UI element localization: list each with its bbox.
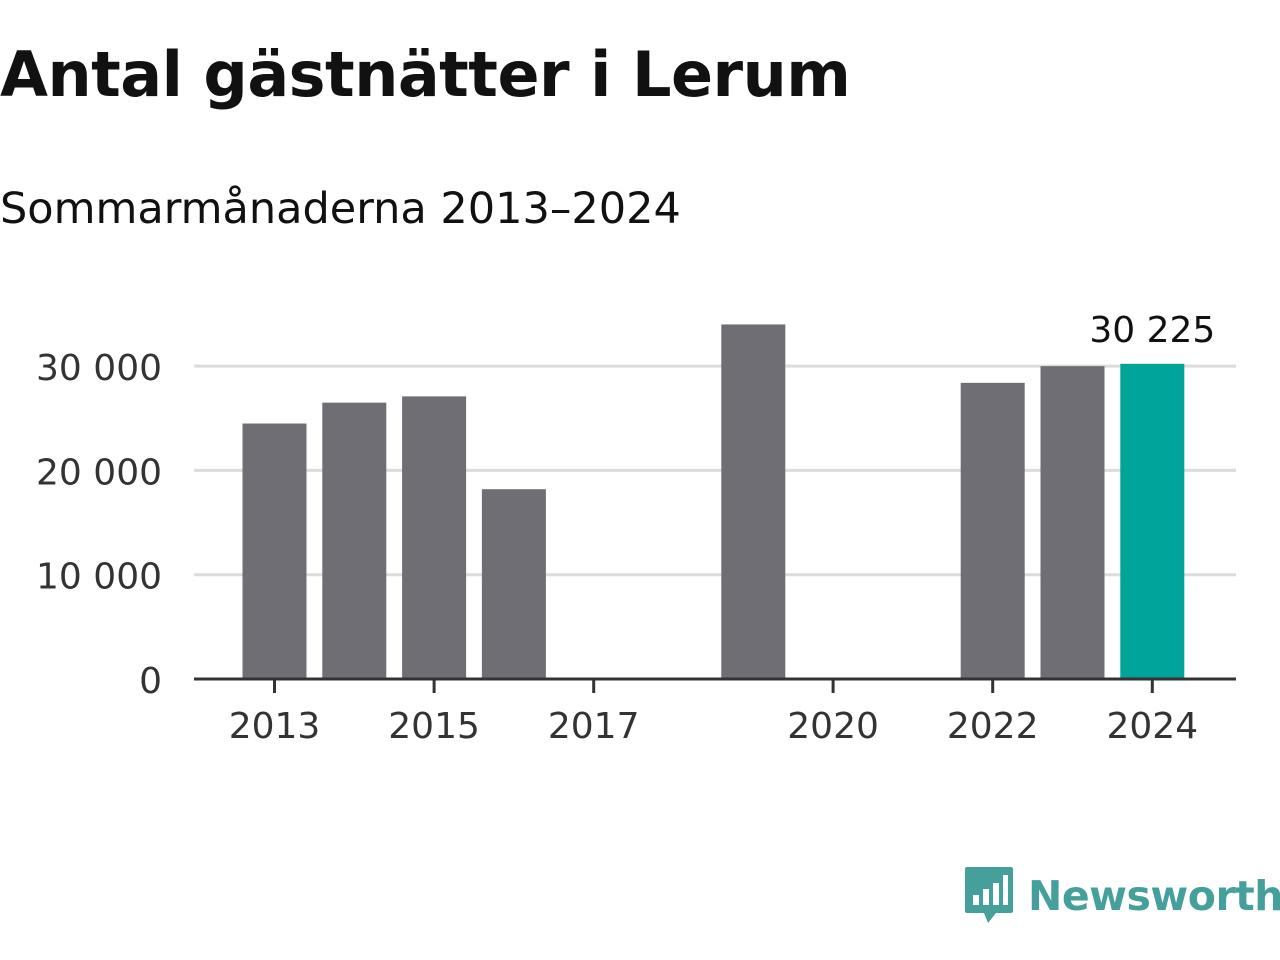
bars <box>242 324 1185 679</box>
newsworthy-logo-icon <box>965 867 1013 923</box>
x-tick-label: 2022 <box>947 706 1039 747</box>
chart-subtitle: Sommarmånaderna 2013–2024 <box>0 184 681 234</box>
data-label: 30 225 <box>1089 310 1215 351</box>
x-tick-label: 2015 <box>388 706 480 747</box>
y-tick-label: 30 000 <box>36 348 162 389</box>
bar <box>402 396 467 679</box>
x-tick-label: 2013 <box>229 706 321 747</box>
bar <box>481 489 546 679</box>
chart-title: Antal gästnätter i Lerum <box>0 38 851 111</box>
x-tick-label: 2020 <box>787 706 879 747</box>
y-tick-label: 0 <box>139 661 162 702</box>
y-tick-label: 10 000 <box>36 557 162 598</box>
bar <box>960 382 1025 679</box>
bar <box>721 324 786 679</box>
x-tick-label: 2017 <box>548 706 640 747</box>
bar <box>322 402 387 679</box>
x-axis <box>194 677 1236 693</box>
y-tick-label: 20 000 <box>36 452 162 493</box>
brand-name: Newsworthy <box>1028 872 1280 920</box>
bar <box>242 423 307 679</box>
bar <box>1040 366 1105 679</box>
bar-highlight <box>1120 363 1185 679</box>
labels: 0 10 000 20 000 30 000 2013 2015 2017 2020 2022 2… <box>36 310 1215 747</box>
brand-logo: Newsworthy <box>964 864 1280 928</box>
x-tick-label: 2024 <box>1106 706 1198 747</box>
